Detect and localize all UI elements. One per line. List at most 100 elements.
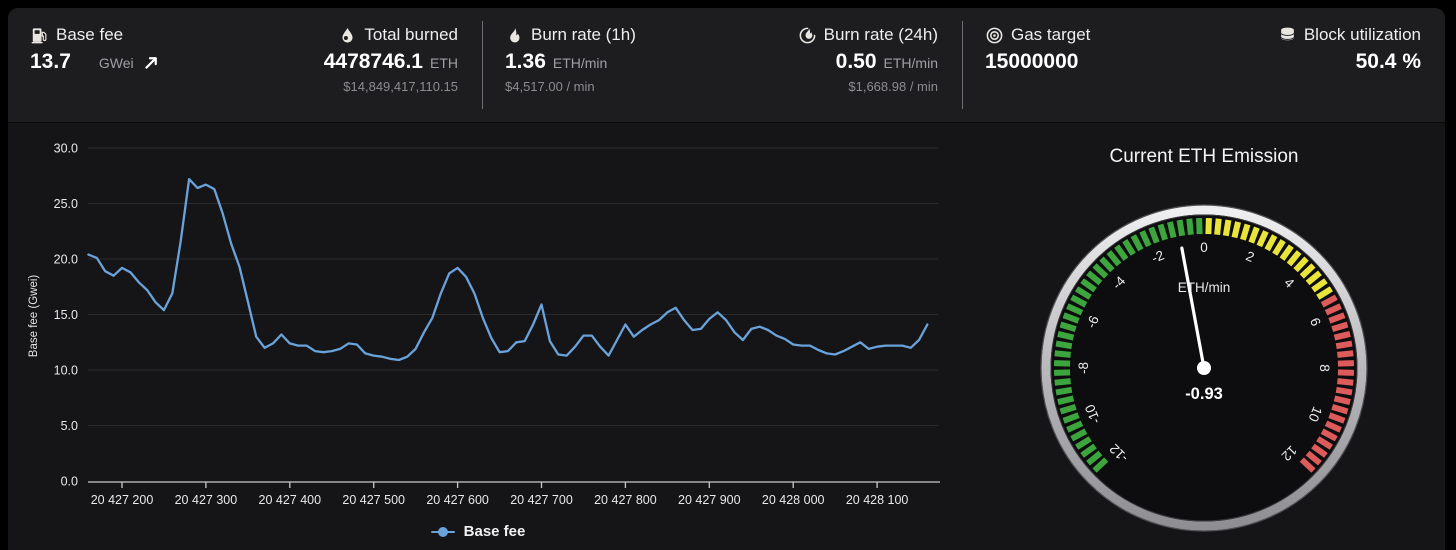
- stat-total-burned: Total burned 4478746.1 ETH $14,849,417,1…: [324, 25, 458, 122]
- gauge-title: Current ETH Emission: [1109, 146, 1299, 167]
- gauge-segment: [1279, 244, 1294, 261]
- gauge-segment: [1080, 278, 1097, 293]
- legend-label: Base fee: [463, 523, 526, 540]
- stat-usd: $4,517.00 / min: [505, 79, 595, 94]
- gauge-segment: [1106, 250, 1122, 267]
- y-axis-tick-label: 20.0: [54, 253, 78, 267]
- gauge-segment: [1130, 234, 1144, 252]
- gauge-segment: [1080, 443, 1097, 458]
- gauge-segment: [1320, 428, 1338, 442]
- stat-usd: $14,849,417,110.15: [343, 79, 458, 94]
- gauge-segment: [1337, 378, 1354, 386]
- stat-unit: ETH: [430, 55, 458, 71]
- y-axis-tick-label: 25.0: [54, 197, 78, 211]
- gauge-tick-label: 10: [1306, 404, 1326, 424]
- gauge-segment: [1057, 395, 1075, 405]
- gauge-segment: [1293, 256, 1309, 273]
- gauge-segment: [1256, 230, 1269, 248]
- dashboard-card: Base fee 13.7 GWei Total burned: [8, 8, 1445, 550]
- gauge-segment: [1299, 263, 1316, 279]
- gauge-segment: [1231, 221, 1241, 239]
- x-axis-tick-label: 20 427 200: [91, 493, 154, 507]
- stat-gas-target: Gas target 15000000: [985, 25, 1090, 122]
- gauge-segment: [1305, 270, 1322, 286]
- gauge-segment: [1264, 234, 1278, 252]
- stat-label: Base fee: [56, 25, 124, 44]
- gauge-segment: [1324, 303, 1342, 316]
- gauge-segment: [1205, 217, 1212, 235]
- gauge-segment: [1335, 340, 1353, 350]
- stat-value: 4478746.1: [323, 50, 423, 73]
- x-axis-tick-label: 20 427 400: [259, 493, 322, 507]
- gauge-segment: [1316, 286, 1333, 300]
- x-axis-tick-label: 20 428 100: [846, 493, 909, 507]
- gauge-segment: [1086, 270, 1103, 286]
- gas-pump-icon: [31, 27, 47, 43]
- base-fee-chart-panel: 0.0 5.0 10.0 15.0 20.0 25.0 30.0 20 427 200 20 4…: [8, 123, 948, 550]
- gauge-segment: [1331, 321, 1349, 332]
- stat-value: 15000000: [985, 50, 1079, 73]
- gauge-segment: [1331, 404, 1349, 415]
- trend-up-icon: [144, 56, 157, 69]
- gauge-segment: [1054, 350, 1071, 358]
- stat-base-fee: Base fee 13.7 GWei: [30, 25, 160, 122]
- gauge-needle: [1180, 246, 1207, 374]
- gauge-rim: [1041, 205, 1367, 531]
- stat-label: Burn rate (24h): [823, 25, 938, 44]
- stat-burn-rate-24h: Burn rate (24h) 0.50 ETH/min $1,668.98 /…: [798, 25, 938, 122]
- gauge-unit-label: ETH/min: [1178, 280, 1231, 295]
- gauge-segment: [1054, 378, 1071, 386]
- flame-circle-icon: [799, 27, 816, 43]
- main-content: 0.0 5.0 10.0 15.0 20.0 25.0 30.0 20 427 200 20 4…: [8, 123, 1445, 550]
- gauge-needle-pivot: [1197, 361, 1211, 375]
- stats-group-2: Burn rate (1h) 1.36 ETH/min $4,517.00 / …: [483, 8, 962, 122]
- gauge-segment: [1176, 219, 1186, 237]
- gauge-segment: [1186, 218, 1194, 235]
- gauge-segment: [1328, 312, 1346, 324]
- gauge-segment: [1114, 244, 1129, 261]
- gauge-segment: [1086, 450, 1103, 466]
- stat-burn-rate-1h: Burn rate (1h) 1.36 ETH/min $4,517.00 / …: [505, 25, 636, 122]
- gauge-segment: [1311, 443, 1328, 458]
- gauge-segment: [1335, 386, 1353, 396]
- gauge-segment: [1320, 294, 1338, 308]
- gauge-tick-label: -10: [1082, 402, 1103, 426]
- gauge-segment: [1066, 420, 1084, 433]
- gauge-segment: [1305, 450, 1322, 466]
- gauge-segment: [1055, 340, 1073, 350]
- gauge-rim-outer-edge: [1040, 204, 1368, 532]
- gauge-segment: [1337, 360, 1355, 367]
- gauge-segment: [1139, 230, 1152, 248]
- header-divider: [962, 21, 963, 109]
- gauge-segment: [1240, 223, 1251, 241]
- base-fee-line-chart[interactable]: 0.0 5.0 10.0 15.0 20.0 25.0 30.0 20 427 200 20 4…: [8, 123, 948, 550]
- gauge-segment: [1099, 256, 1115, 273]
- x-axis-tick-label: 20 427 900: [678, 493, 741, 507]
- base-fee-line[interactable]: [87, 177, 929, 362]
- eth-emission-gauge-panel: Current ETH Emission -12 -10 -8 -6 -4 -2 0 2 4 6 8…: [948, 123, 1445, 550]
- x-axis-tick-label: 20 427 800: [594, 493, 657, 507]
- x-axis-tick-label: 20 428 000: [762, 493, 825, 507]
- gauge-segment: [1070, 428, 1088, 442]
- gauge-segment: [1299, 457, 1316, 473]
- stat-block-utilization: Block utilization 50.4 %: [1278, 25, 1421, 122]
- gauge-segment: [1222, 219, 1232, 237]
- stat-label: Total burned: [364, 25, 458, 44]
- gauge-segment: [1092, 457, 1109, 473]
- gauge-segment: [1055, 386, 1073, 396]
- gauge-segment: [1157, 223, 1168, 241]
- gauge-segment: [1148, 226, 1160, 244]
- chart-legend[interactable]: Base fee: [8, 523, 948, 540]
- stat-value: 0.50: [835, 50, 877, 73]
- gauge-segment: [1333, 395, 1351, 405]
- droplet-icon: [342, 27, 353, 43]
- y-axis-title: Base fee (Gwei): [28, 275, 40, 358]
- database-icon: [1280, 27, 1294, 40]
- gauge-segment: [1311, 278, 1328, 293]
- gauge-segment: [1062, 412, 1080, 424]
- gauge-segment: [1272, 239, 1286, 256]
- legend-line-dot-marker: [430, 526, 455, 537]
- gauge-segment: [1316, 436, 1333, 450]
- stat-label: Block utilization: [1303, 25, 1421, 44]
